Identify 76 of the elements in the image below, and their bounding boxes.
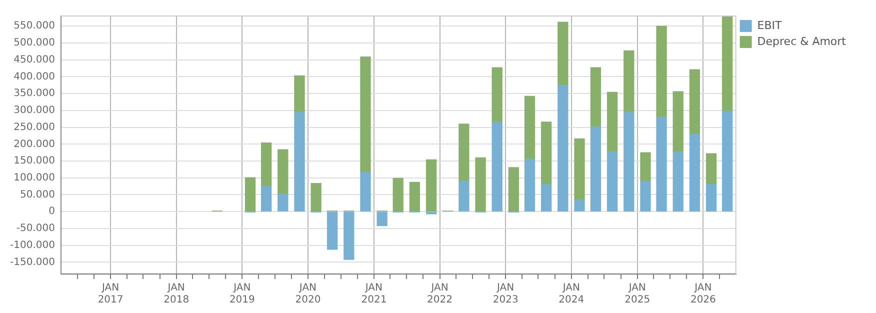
bar [360,172,371,212]
x-tick-label: JAN 2025 [624,282,650,306]
y-tick-label: 350.000 [14,88,55,100]
y-tick-label: 500.000 [14,38,55,49]
bar [590,126,602,212]
bar [624,112,634,212]
y-tick-label: 50.000 [20,189,55,200]
y-tick-label: 100.000 [14,172,55,184]
bar [260,186,272,212]
bar [278,194,288,212]
y-tick-label: -100.000 [10,240,55,251]
y-tick-label: 550.000 [14,20,55,32]
x-tick-label: JAN 2019 [229,282,255,306]
bar [360,56,371,172]
bar [524,96,536,159]
bar [624,50,634,112]
y-tick-label: -50.000 [16,223,55,234]
bar [706,153,717,185]
y-tick-label: 250.000 [14,122,55,133]
bar [524,158,536,212]
bar [672,91,684,152]
bar [590,67,602,127]
legend-label: EBIT [757,18,782,32]
bar [540,184,552,212]
bar [558,22,568,86]
x-tick-label: JAN 2018 [164,282,190,306]
bar [606,92,618,152]
y-tick-label: 400.000 [14,71,55,82]
x-tick-label: JAN 2022 [427,282,452,306]
bar [278,149,288,194]
bar [689,134,700,212]
bar [574,199,585,212]
bar [656,26,667,118]
x-tick-label: JAN 2023 [492,282,518,306]
bar [640,152,651,182]
y-tick-label: 450.000 [14,54,55,66]
bar [244,177,256,212]
x-tick-label: JAN 2017 [98,282,124,306]
bar [426,212,437,214]
bar [689,69,700,134]
bar [310,182,322,212]
bar [294,75,305,112]
bar [458,180,470,212]
bar [475,157,486,212]
bar [722,16,733,112]
bar [540,122,552,185]
bar [656,116,667,212]
y-tick-label: 0 [48,206,55,218]
y-tick-label: 200.000 [14,138,55,150]
bar [558,84,568,212]
x-tick-label: JAN 2021 [361,282,387,306]
bar [574,138,585,200]
y-tick-label: 300.000 [14,105,55,116]
bar [672,151,684,212]
y-tick-label: 150.000 [14,156,55,167]
bar [294,112,305,212]
x-tick-label: JAN 2020 [295,282,321,306]
bar [606,151,618,212]
y-tick-label: -150.000 [10,256,55,268]
bar [492,67,502,122]
bar [260,142,272,187]
x-tick-label: JAN 2026 [690,282,716,306]
bar [492,122,502,212]
bar [640,180,651,212]
x-tick-label: JAN 2024 [558,282,584,306]
bar [722,110,733,212]
bar [508,167,520,212]
bar [326,212,338,250]
bar [458,124,470,182]
bar [706,184,717,212]
bar [392,178,404,212]
bar [426,159,437,212]
bar [376,212,388,226]
legend-label: Deprec & Amort [757,34,847,48]
bar [344,212,354,260]
bar [409,182,420,212]
